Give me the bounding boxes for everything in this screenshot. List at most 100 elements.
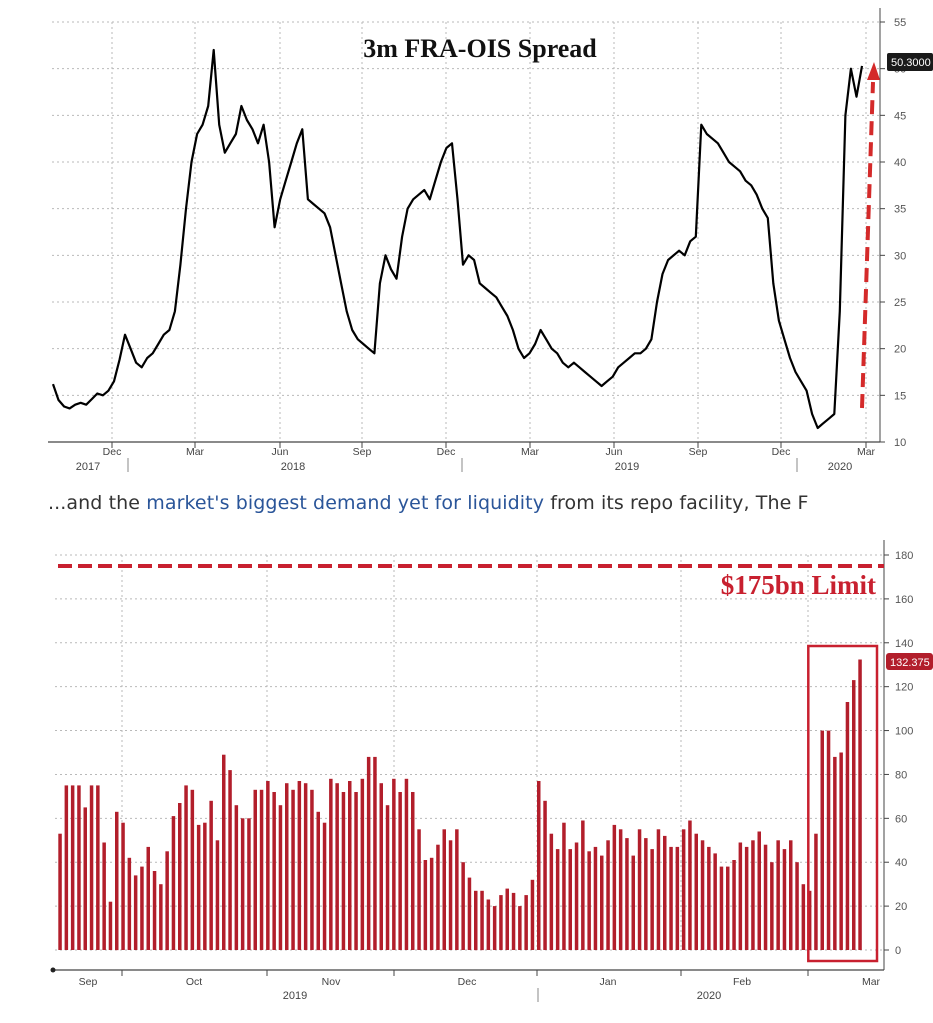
repo-bar [839,752,843,950]
repo-bar [789,840,793,950]
repo-bar [644,838,648,950]
chart1-y-tick-label: 30 [894,250,906,262]
limit-annotation: $175bn Limit [721,570,876,600]
repo-bar [385,805,390,950]
repo-bar [568,849,572,950]
repo-bar [398,792,402,950]
repo-bar [96,785,100,950]
repo-bar [360,778,365,950]
repo-bar [259,789,264,950]
repo-bar [492,906,497,950]
repo-bar [656,829,661,950]
repo-bar [178,803,182,950]
repo-bar [858,659,862,950]
repo-bar [121,822,125,950]
repo-bar [102,842,106,950]
repo-bar [329,778,333,950]
chart2-y-tick-label: 60 [895,813,907,825]
repo-bar [505,888,509,950]
chart2-axis-origin-dot [50,967,56,973]
repo-bar [782,849,787,950]
repo-bar [669,846,673,950]
repo-bar [429,857,434,950]
chart1-x-month-label: Dec [103,446,122,458]
highlight-box [807,644,879,963]
chart1-x-month-label: Mar [521,446,540,458]
rise-arrow [860,62,880,409]
chart2-y-tick-label: 80 [895,769,907,781]
repo-bar [543,800,547,950]
repo-bar [726,866,730,950]
repo-bar [297,781,302,950]
chart1-y-tick-label: 45 [894,110,906,122]
repo-bar [511,892,516,950]
repo-bar [303,783,308,950]
repo-bar [448,840,453,950]
chart1-x-month-label: Mar [857,446,876,458]
chart1-x-axis: Dec Mar Jun Sep Dec Mar Jun Sep Dec Mar 2017 2018 20… [48,441,880,473]
repo-bar [222,754,226,950]
repo-bar [190,789,195,950]
repo-bar [64,785,69,950]
repo-bar [763,844,768,950]
repo-bar [152,871,157,950]
repo-bar [215,840,220,950]
repo-bar [663,835,667,950]
repo-bar [70,785,75,950]
chart1-y-tick-label: 40 [894,157,906,169]
chart1-y-tick-label: 20 [894,344,906,356]
repo-bar [562,822,566,950]
repo-bar [196,824,201,950]
repo-bar [436,844,440,950]
repo-bar [700,840,705,950]
repo-bar [593,846,598,950]
repo-bar [807,890,812,951]
repo-bar [392,778,396,950]
repo-bar [240,818,245,950]
chart2-last-value-badge: 132.375 [886,653,933,670]
repo-bar [247,818,251,950]
repo-bar [83,807,87,950]
repo-bar [108,901,113,950]
fra-ois-spread-chart: 10152025303540455055 DecMarJunSepDecMarJ… [48,8,933,473]
repo-bar [140,866,144,950]
chart1-title: 3m FRA-OIS Spread [363,34,597,63]
repo-facility-chart: 0 20 40 60 80 100 120 140 160 180 Sep Oct Nov Dec Jan… [50,540,933,1002]
repo-bar [707,846,711,950]
repo-bar [795,862,799,950]
repo-bar [366,756,371,950]
repo-bar [253,789,257,950]
repo-bar [322,822,327,950]
caption-after: from its repo facility, The F [544,492,809,514]
chart2-y-tick-label: 100 [895,726,913,738]
repo-bar [574,842,579,950]
repo-bar [423,860,428,950]
chart2-x-month-label: Dec [458,976,477,988]
chart2-y-tick-label: 140 [895,638,913,650]
repo-bar [461,862,465,950]
repo-bar [549,833,554,950]
chart1-x-month-label: Sep [353,446,372,458]
repo-bar [127,857,132,950]
chart2-y-tick-label: 180 [895,550,913,562]
chart1-y-tick-label: 15 [894,390,906,402]
chart1-x-year-label: 2018 [281,461,305,473]
chart1-x-year-label: 2019 [615,461,639,473]
chart1-y-tick-label: 55 [894,17,906,29]
repo-bar [272,792,276,950]
chart2-x-month-label: Oct [186,976,202,988]
chart1-x-month-label: Jun [272,446,289,458]
chart1-last-value: 50.3000 [891,57,931,69]
repo-bar [581,820,585,950]
repo-bar [587,851,591,951]
repo-bar [89,785,94,950]
repo-bar [499,895,503,950]
repo-bar [354,792,358,950]
chart2-y-tick-label: 160 [895,594,913,606]
repo-bar [694,833,698,950]
repo-bar [537,781,541,950]
repo-bar [719,866,724,950]
chart1-x-month-label: Sep [689,446,708,458]
repo-bar [335,783,339,950]
liquidity-demand-link[interactable]: market's biggest demand yet for liquidit… [146,492,545,514]
